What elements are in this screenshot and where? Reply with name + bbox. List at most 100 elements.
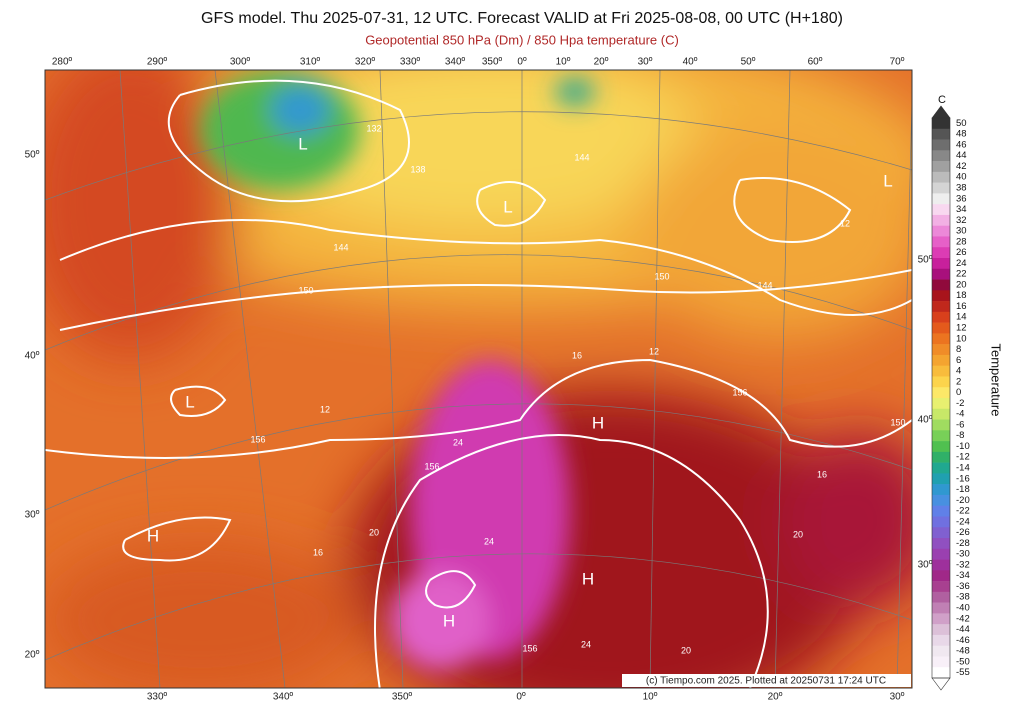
lat-label: 40º	[25, 351, 40, 362]
colorbar-swatch	[932, 591, 950, 603]
colorbar-swatch	[932, 354, 950, 366]
colorbar-swatch	[932, 645, 950, 657]
colorbar-tick-label: -28	[956, 538, 970, 549]
lon-label: 20º	[594, 57, 609, 68]
contour-label: 156	[732, 387, 747, 397]
colorbar-tick-label: -2	[956, 398, 964, 409]
colorbar-swatch	[932, 441, 950, 453]
colorbar-swatch	[932, 494, 950, 506]
map-frame	[44, 69, 913, 689]
lat-label: 40º	[918, 415, 933, 426]
lon-label: 320º	[355, 57, 376, 68]
lon-label: 70º	[890, 57, 905, 68]
colorbar-tick-label: -16	[956, 473, 970, 484]
colorbar-tick-label: 44	[956, 150, 967, 161]
lon-label: 60º	[808, 57, 823, 68]
colorbar-tick-label: 22	[956, 269, 967, 280]
colorbar-tick-label: -48	[956, 646, 970, 657]
lon-label: 340º	[273, 692, 294, 703]
title: GFS model. Thu 2025-07-31, 12 UTC. Forec…	[201, 10, 843, 27]
colorbar-swatch	[932, 322, 950, 334]
contour-label: 24	[453, 437, 463, 447]
colorbar-tick-label: -6	[956, 419, 964, 430]
contour-label: 20	[369, 527, 379, 537]
colorbar-swatch	[932, 301, 950, 313]
lon-label: 330º	[400, 57, 421, 68]
colorbar-cap	[931, 677, 951, 691]
contour-label: 20	[793, 529, 803, 539]
lon-label: 310º	[300, 57, 321, 68]
lat-label: 30º	[918, 560, 933, 571]
colorbar-swatch	[932, 150, 950, 162]
pressure-center: L	[883, 171, 892, 190]
pressure-center: L	[185, 392, 194, 411]
colorbar-tick-label: 46	[956, 139, 967, 150]
colorbar-swatch	[932, 624, 950, 636]
colorbar-swatch	[932, 656, 950, 668]
colorbar-tick-label: 42	[956, 161, 967, 172]
colorbar-tick-label: -22	[956, 506, 970, 517]
colorbar-tick-label: -18	[956, 484, 970, 495]
contour-label: 12	[649, 346, 659, 356]
colorbar-tick-label: -30	[956, 549, 970, 560]
pressure-center: L	[503, 197, 512, 216]
contour-label: 138	[410, 164, 425, 174]
pressure-center: H	[582, 569, 594, 588]
pressure-center: H	[592, 413, 604, 432]
lon-label: 10º	[556, 57, 571, 68]
credit: (c) Tiempo.com 2025. Plotted at 20250731…	[646, 676, 886, 687]
colorbar-swatch	[932, 258, 950, 270]
contour-label: 16	[572, 350, 582, 360]
contour-label: 24	[484, 536, 494, 546]
colorbar-swatch	[932, 667, 950, 679]
colorbar-tick-label: -10	[956, 441, 970, 452]
colorbar-tick-label: -14	[956, 463, 970, 474]
colorbar-swatch	[932, 268, 950, 280]
colorbar-swatch	[932, 473, 950, 485]
colorbar-swatch	[932, 462, 950, 474]
colorbar-swatch	[932, 559, 950, 571]
colorbar-tick-label: -26	[956, 527, 970, 538]
colorbar-tick-label: 10	[956, 333, 967, 344]
colorbar-swatch	[932, 279, 950, 291]
colorbar-tick-label: -42	[956, 613, 970, 624]
colorbar-swatch	[932, 171, 950, 183]
colorbar-tick-label: -44	[956, 624, 970, 635]
colorbar-tick-label: 20	[956, 279, 967, 290]
colorbar-swatch	[932, 451, 950, 463]
lon-label: 0º	[517, 57, 527, 68]
contour-label: 132	[366, 123, 381, 133]
colorbar-tick-label: -55	[956, 667, 970, 678]
colorbar-unit: C	[938, 94, 946, 106]
colorbar-tick-label: 40	[956, 172, 967, 183]
colorbar-tick-label: -40	[956, 603, 970, 614]
colorbar-swatch	[932, 333, 950, 345]
colorbar-swatch	[932, 419, 950, 431]
contour-label: 150	[890, 417, 905, 427]
colorbar-swatch	[932, 581, 950, 593]
colorbar-tick-label: -38	[956, 592, 970, 603]
colorbar-swatch	[932, 516, 950, 528]
lon-label: 30º	[890, 692, 905, 703]
lon-label: 50º	[741, 57, 756, 68]
colorbar-swatch	[932, 634, 950, 646]
colorbar-swatch	[932, 161, 950, 173]
contour-label: 16	[313, 547, 323, 557]
contour-label: 156	[250, 434, 265, 444]
contour-label: 12	[840, 218, 850, 228]
colorbar-frame	[931, 117, 951, 679]
colorbar-swatch	[932, 505, 950, 517]
colorbar-tick-label: 16	[956, 301, 967, 312]
colorbar-swatch	[932, 311, 950, 323]
colorbar-tick-label: -4	[956, 409, 964, 420]
lon-label: 20º	[768, 692, 783, 703]
colorbar-tick-label: 12	[956, 323, 967, 334]
colorbar-tick-label: 18	[956, 290, 967, 301]
colorbar-swatch	[932, 398, 950, 410]
lat-label: 50º	[918, 255, 933, 266]
colorbar-swatch	[932, 128, 950, 140]
contour-label: 150	[298, 285, 313, 295]
colorbar-tick-label: 2	[956, 376, 961, 387]
contour-label: 156	[522, 643, 537, 653]
